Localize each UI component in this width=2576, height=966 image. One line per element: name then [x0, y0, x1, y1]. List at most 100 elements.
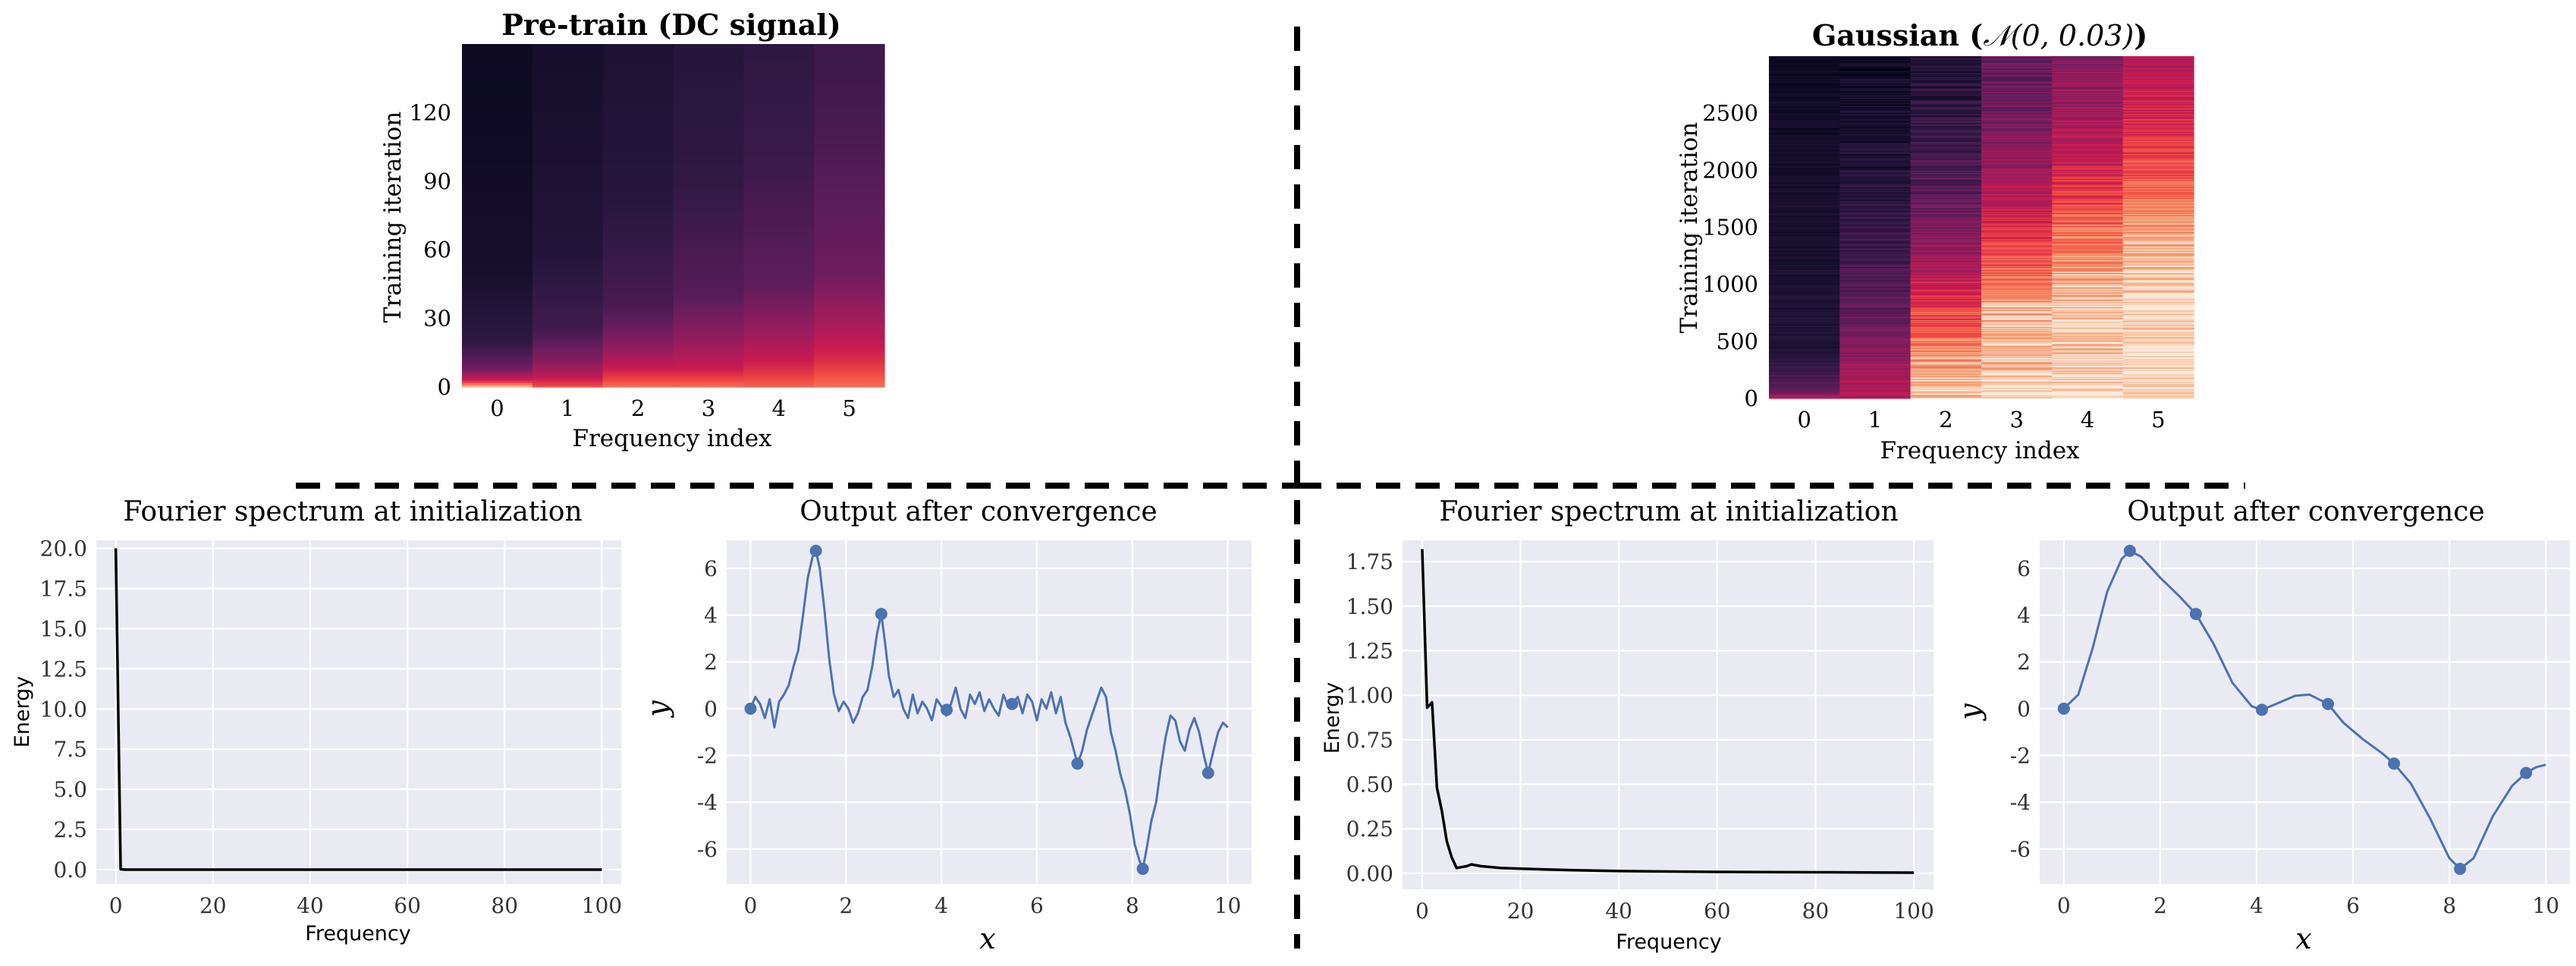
heatmap-cell	[1769, 360, 1840, 361]
heatmap-cell	[602, 151, 674, 155]
heatmap-cell	[673, 272, 744, 275]
heatmap-cell	[1910, 81, 1982, 83]
heatmap-cell	[2122, 204, 2194, 206]
heatmap-cell	[1769, 64, 1840, 65]
heatmap-cell	[1981, 68, 2053, 71]
heatmap-cell	[1769, 156, 1840, 158]
heatmap-cell	[1981, 178, 2053, 180]
heatmap-cell	[2122, 379, 2194, 380]
x-tick-label: 80	[1802, 898, 1830, 924]
heatmap-cell	[602, 300, 674, 304]
heatmap-cell	[602, 350, 674, 354]
heatmap-cell	[532, 370, 604, 374]
heatmap-cell	[462, 247, 533, 250]
heatmap-cell	[532, 165, 604, 168]
heatmap-cell	[2122, 241, 2194, 244]
heatmap-cell	[2122, 253, 2194, 256]
heatmap-cell	[2122, 153, 2194, 155]
heatmap-cell	[462, 370, 533, 374]
heatmap-cell	[1981, 208, 2053, 210]
heatmap-cell	[1839, 117, 1912, 118]
heatmap-cell	[1769, 373, 1840, 374]
heatmap-cell	[1769, 275, 1840, 277]
x-tick-label: 3	[702, 395, 715, 421]
heatmap-cell	[1981, 255, 2053, 257]
heatmap-cell	[673, 187, 744, 191]
heatmap-cell	[1981, 129, 2053, 131]
heatmap-cell	[2122, 352, 2194, 354]
heatmap-cell	[814, 256, 885, 260]
heatmap-cell	[2052, 185, 2124, 187]
heatmap-cell	[2122, 60, 2194, 62]
heatmap-cell	[2052, 395, 2124, 398]
heatmap-cell	[1839, 124, 1912, 126]
heatmap-cell	[1839, 246, 1912, 248]
heatmap-cell	[1910, 255, 1982, 257]
heatmap-cell	[1981, 260, 2053, 263]
heatmap-cell	[2122, 135, 2194, 137]
heatmap-cell	[532, 142, 604, 146]
heatmap-cell	[1769, 269, 1840, 271]
y-tick-label: 15.0	[40, 616, 87, 641]
heatmap-cell	[2052, 191, 2124, 193]
heatmap-cell	[814, 115, 885, 118]
heatmap-cell	[1839, 313, 1912, 314]
heatmap-cell	[462, 225, 533, 228]
heatmap-cell	[1839, 222, 1912, 225]
heatmap-cell	[2122, 212, 2194, 215]
heatmap-cell	[1769, 225, 1840, 227]
heatmap-cell	[743, 76, 815, 79]
heatmap-cell	[1769, 293, 1840, 295]
y-tick-label: 20.0	[40, 536, 87, 562]
heatmap-cell	[602, 377, 674, 381]
heatmap-cell	[1839, 241, 1912, 244]
heatmap-cell	[532, 140, 604, 143]
heatmap-cell	[1910, 216, 1982, 218]
heatmap-cell	[602, 158, 674, 162]
y-tick-label: 6	[2017, 556, 2031, 581]
heatmap-cell	[673, 115, 744, 118]
heatmap-cell	[1981, 118, 2053, 119]
heatmap-cell	[532, 99, 604, 102]
heatmap-cell	[532, 124, 604, 127]
heatmap-cell	[1839, 367, 1912, 370]
heatmap-cell	[1981, 285, 2053, 286]
heatmap-cell	[1910, 298, 1982, 300]
heatmap-cell	[1910, 341, 1982, 344]
heatmap-cell	[2122, 140, 2194, 142]
heatmap-pretrain-cells	[462, 44, 885, 388]
heatmap-cell	[1769, 227, 1840, 229]
heatmap-cell	[814, 169, 885, 173]
heatmap-cell	[2122, 219, 2194, 220]
heatmap-cell	[1981, 332, 2053, 334]
heatmap-cell	[1769, 260, 1840, 262]
heatmap-cell	[2052, 110, 2124, 112]
heatmap-cell	[462, 110, 533, 113]
heatmap-cell	[814, 259, 885, 262]
heatmap-cell	[2122, 272, 2194, 274]
heatmap-cell	[1839, 151, 1912, 153]
heatmap-cell	[1981, 279, 2053, 282]
heatmap-cell	[673, 338, 744, 342]
heatmap-cell	[743, 103, 815, 106]
heatmap-cell	[1910, 235, 1982, 238]
heatmap-cell	[1839, 266, 1912, 267]
heatmap-cell	[2052, 392, 2124, 394]
heatmap-cell	[602, 55, 674, 58]
heatmap-cell	[2052, 71, 2124, 74]
heatmap-cell	[1910, 386, 1982, 388]
heatmap-cell	[743, 156, 815, 159]
heatmap-cell	[1839, 268, 1912, 270]
heatmap-cell	[814, 227, 885, 230]
heatmap-cell	[2122, 71, 2194, 74]
heatmap-cell	[1769, 118, 1840, 121]
heatmap-cell	[1981, 323, 2053, 326]
heatmap-cell	[743, 323, 815, 326]
heatmap-cell	[743, 316, 815, 319]
heatmap-cell	[673, 101, 744, 104]
heatmap-cell	[2052, 172, 2124, 175]
heatmap-cell	[1981, 348, 2053, 350]
heatmap-cell	[673, 108, 744, 111]
heatmap-cell	[462, 288, 533, 292]
heatmap-cell	[743, 350, 815, 354]
